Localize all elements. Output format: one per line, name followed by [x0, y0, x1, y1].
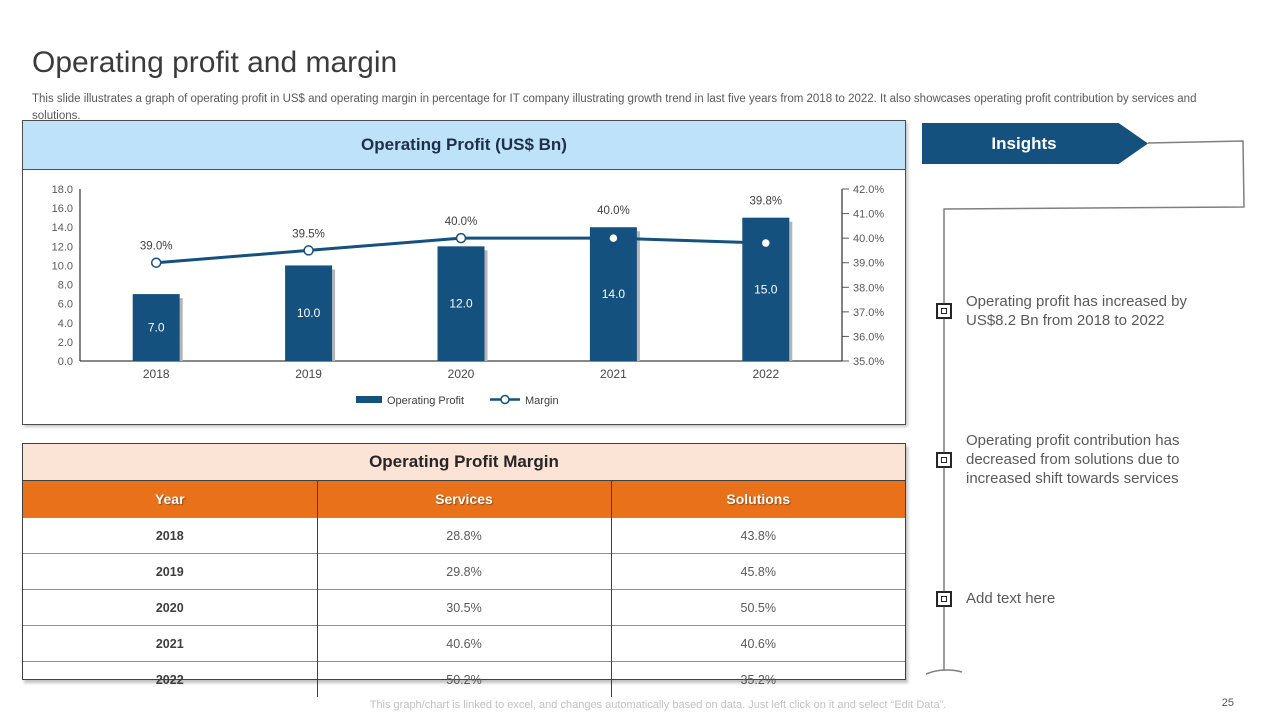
- bar-value-label: 7.0: [148, 321, 165, 335]
- table-cell: 2021: [23, 625, 317, 662]
- operating-profit-margin-table-panel: Operating Profit Margin Year Services Solu…: [22, 443, 906, 697]
- table-cell: 35.2%: [610, 661, 905, 697]
- footer-note: This graph/chart is linked to excel, and…: [369, 699, 947, 711]
- chart-title: Operating Profit (US$ Bn): [23, 121, 905, 170]
- square-bullet-icon: [936, 303, 952, 319]
- slide-subtitle: This slide illustrates a graph of operat…: [32, 92, 1197, 122]
- chart-legend: Operating Profit Margin: [356, 394, 559, 407]
- svg-text:18.0: 18.0: [52, 184, 73, 196]
- margin-point-2021[interactable]: [608, 232, 619, 244]
- svg-text:4.0: 4.0: [58, 318, 73, 330]
- svg-text:38.0%: 38.0%: [853, 282, 884, 294]
- legend-bar-swatch: [356, 396, 382, 403]
- margin-point-2018[interactable]: [150, 257, 162, 268]
- svg-text:14.0: 14.0: [52, 222, 73, 234]
- table-row: 2019 29.8% 45.8%: [23, 553, 905, 590]
- svg-text:41.0%: 41.0%: [853, 209, 884, 221]
- table-cell: 28.8%: [316, 517, 611, 554]
- operating-profit-margin-table: Year Services Solutions 2018 28.8% 43.8% 2019…: [23, 481, 905, 697]
- svg-text:6.0: 6.0: [58, 299, 73, 311]
- x-axis-label: 2018: [143, 367, 170, 381]
- insight-text: Operating profit contribution has decrea…: [966, 432, 1180, 487]
- margin-point-2022[interactable]: [760, 237, 772, 249]
- table-row: 2022 50.2% 35.2%: [23, 661, 905, 697]
- table-cell: 29.8%: [316, 553, 611, 590]
- insight-item: Operating profit has increased by US$8.2…: [936, 292, 1236, 330]
- page-title: Operating profit and margin: [32, 46, 398, 80]
- margin-point-2019[interactable]: [303, 245, 314, 256]
- margin-point-2020[interactable]: [455, 232, 467, 244]
- table-row: 2021 40.6% 40.6%: [23, 625, 905, 662]
- page-number: 25: [1221, 697, 1234, 709]
- square-bullet-icon: [936, 451, 952, 468]
- x-axis-label: 2021: [600, 367, 627, 381]
- operating-profit-chart-panel: Operating Profit (US$ Bn) 0.0 2.0 4.0 6.0 8.…: [22, 120, 906, 425]
- svg-text:39.0%: 39.0%: [853, 258, 884, 270]
- bar-value-label: 14.0: [602, 287, 626, 301]
- svg-text:40.0%: 40.0%: [853, 233, 884, 245]
- table-cell: 45.8%: [610, 553, 905, 590]
- table-cell: 50.2%: [316, 661, 611, 697]
- insight-item: Add text here: [936, 589, 1236, 608]
- insight-item: Operating profit contribution has decrea…: [936, 431, 1236, 488]
- svg-text:35.0%: 35.0%: [853, 356, 884, 368]
- table-cell: 2020: [23, 589, 317, 626]
- x-axis-label: 2019: [295, 367, 322, 381]
- bar-value-label: 15.0: [754, 282, 778, 296]
- svg-text:37.0%: 37.0%: [853, 307, 884, 319]
- svg-text:10.0: 10.0: [52, 260, 73, 272]
- insights-connector-line: [925, 140, 1245, 675]
- table-cell: 40.6%: [316, 625, 611, 662]
- svg-text:12.0: 12.0: [52, 241, 73, 253]
- svg-text:8.0: 8.0: [58, 280, 73, 292]
- left-axis: 0.0 2.0 4.0 6.0 8.0 10.0 12.0 14.0 16.0 18.0: [52, 184, 73, 368]
- square-bullet-icon: [936, 590, 952, 607]
- insights-header-label: Insights: [991, 133, 1057, 153]
- table-cell: 40.6%: [610, 625, 905, 662]
- svg-text:16.0: 16.0: [52, 203, 73, 215]
- table-cell: 2022: [23, 661, 317, 697]
- table-cell: 2019: [23, 553, 317, 590]
- table-cell: 50.5%: [610, 589, 905, 626]
- svg-text:42.0%: 42.0%: [853, 184, 884, 196]
- bars-series: 7.0 10.0 12.0 14.0 15.0: [132, 217, 793, 361]
- margin-value-label: 40.0%: [445, 216, 478, 228]
- bar-2021[interactable]: [589, 227, 637, 361]
- margin-value-label: 39.8%: [749, 196, 782, 208]
- table-header-row: Year Services Solutions: [23, 481, 905, 518]
- legend-label-operating-profit: Operating Profit: [387, 395, 464, 407]
- table-title: Operating Profit Margin: [23, 444, 905, 481]
- x-axis-label: 2022: [752, 367, 779, 381]
- bar-2019[interactable]: [285, 265, 333, 361]
- insight-text: Add text here: [966, 590, 1056, 607]
- svg-text:36.0%: 36.0%: [853, 331, 884, 343]
- legend-label-margin: Margin: [525, 395, 559, 407]
- bar-2018[interactable]: [132, 294, 180, 361]
- svg-text:0.0: 0.0: [58, 356, 73, 368]
- bar-value-label: 12.0: [449, 297, 473, 311]
- margin-value-label: 39.0%: [140, 241, 173, 253]
- table-column-services: Services: [316, 481, 611, 518]
- bar-2020[interactable]: [437, 246, 485, 361]
- margin-line-series: 39.0% 39.5% 40.0% 40.0% 39.8%: [140, 196, 782, 268]
- bar-value-label: 10.0: [297, 306, 321, 320]
- table-row: 2020 30.5% 50.5%: [23, 589, 905, 626]
- operating-profit-chart[interactable]: 0.0 2.0 4.0 6.0 8.0 10.0 12.0 14.0 16.0 18.0 35.0%…: [23, 170, 905, 424]
- right-axis: 35.0% 36.0% 37.0% 38.0% 39.0% 40.0% 41.0% 42.0%: [842, 184, 884, 368]
- x-axis-label: 2020: [448, 367, 475, 381]
- insight-text: Operating profit has increased by US$8.2…: [966, 293, 1187, 329]
- insights-header-arrow: Insights: [922, 123, 1148, 164]
- table-cell: 2018: [23, 517, 317, 554]
- x-axis-labels: 2018 2019 2020 2021 2022: [143, 367, 780, 381]
- table-row: 2018 28.8% 43.8%: [23, 517, 905, 554]
- table-column-year: Year: [23, 481, 317, 518]
- margin-value-label: 39.5%: [292, 228, 325, 240]
- table-cell: 43.8%: [610, 517, 905, 554]
- table-column-solutions: Solutions: [610, 481, 905, 518]
- table-cell: 30.5%: [316, 589, 611, 626]
- chart-svg: 0.0 2.0 4.0 6.0 8.0 10.0 12.0 14.0 16.0 18.0 35.0%…: [52, 184, 885, 407]
- margin-value-label: 40.0%: [597, 205, 630, 217]
- svg-text:2.0: 2.0: [58, 337, 73, 349]
